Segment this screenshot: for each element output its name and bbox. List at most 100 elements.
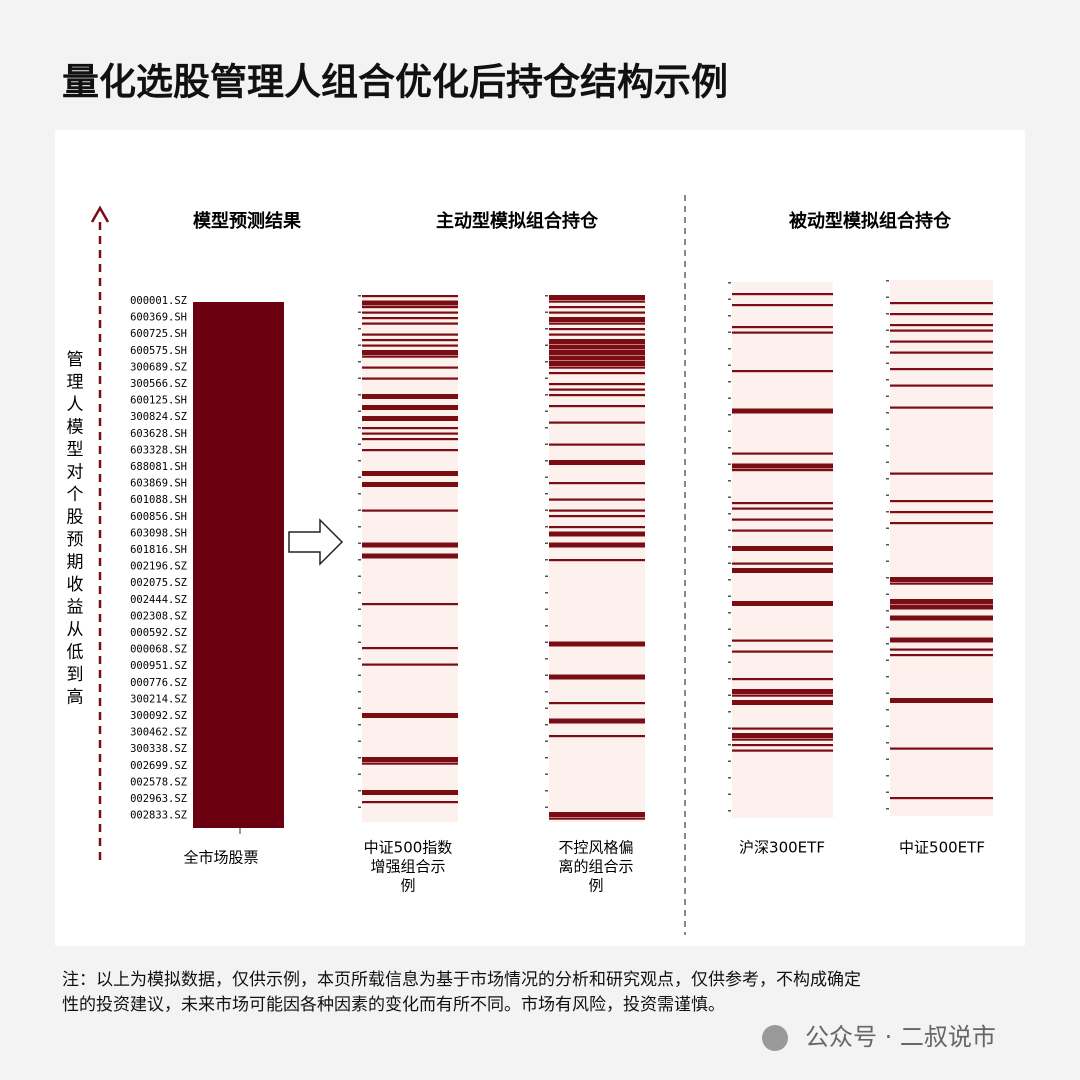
tick (886, 758, 889, 760)
stripe (549, 344, 645, 350)
tick (886, 791, 889, 793)
tick (886, 313, 889, 315)
tick (728, 397, 731, 399)
stripe (362, 762, 458, 765)
stock-label: 603328.SH (130, 444, 187, 456)
stripe (890, 302, 993, 305)
stock-label: 600125.SH (130, 395, 187, 407)
tick (358, 493, 361, 495)
stripe (890, 747, 993, 750)
tick (358, 460, 361, 462)
tick (728, 298, 731, 300)
tick (545, 575, 548, 577)
tick (545, 493, 548, 495)
tick (545, 806, 548, 808)
stock-label: 603628.SH (130, 428, 187, 440)
stripe (549, 306, 645, 309)
tick (728, 628, 731, 630)
tick (545, 361, 548, 363)
tick (728, 727, 731, 729)
stock-label: 600575.SH (130, 345, 187, 357)
stripe (362, 339, 458, 342)
column-label: 例 (588, 877, 603, 895)
tick (358, 542, 361, 544)
stripe (549, 388, 645, 391)
watermark: 公众号 · 二叔说市 (805, 1023, 996, 1051)
tick (545, 658, 548, 660)
stripe (890, 654, 993, 657)
stripe (362, 300, 458, 306)
stripe (890, 472, 993, 475)
tick (545, 757, 548, 759)
tick (358, 427, 361, 429)
stripe (732, 507, 833, 510)
stock-label: 002578.SZ (130, 776, 187, 788)
stripe (890, 511, 993, 514)
stripe (362, 542, 458, 548)
tick (358, 295, 361, 297)
stripe (362, 350, 458, 355)
tick (886, 395, 889, 397)
section-title: 主动型模拟组合持仓 (436, 210, 599, 232)
tick (358, 625, 361, 627)
tick (886, 329, 889, 331)
stripe (732, 639, 833, 642)
tick (728, 381, 731, 383)
stripe (549, 333, 645, 336)
column-label: 不控风格偏 (558, 839, 633, 857)
stripe (549, 718, 645, 724)
stock-label: 002308.SZ (130, 610, 187, 622)
stripe (362, 482, 458, 487)
stock-label: 300092.SZ (130, 710, 187, 722)
tick (358, 674, 361, 676)
stripe (362, 790, 458, 795)
stripe (549, 526, 645, 529)
wechat-icon (762, 1025, 788, 1051)
tick (728, 282, 731, 284)
stock-label: 002075.SZ (130, 577, 187, 589)
stripe (362, 553, 458, 559)
tick (728, 777, 731, 779)
stripe (732, 749, 833, 752)
stripe (549, 366, 645, 369)
tick (545, 608, 548, 610)
stock-label: 300824.SZ (130, 411, 187, 423)
y-axis-label: 管理人模型对个股预期收益从低到高 (67, 350, 84, 708)
stripe (890, 637, 993, 643)
stripe (549, 383, 645, 386)
stripe (732, 326, 833, 329)
stripe (732, 689, 833, 694)
tick (358, 575, 361, 577)
tick (545, 410, 548, 412)
tick (728, 595, 731, 597)
tick (358, 377, 361, 379)
tick (728, 315, 731, 317)
stripe (362, 311, 458, 314)
stripe (362, 801, 458, 804)
tick (358, 344, 361, 346)
stripe (549, 460, 645, 465)
tick (545, 427, 548, 429)
tick (728, 430, 731, 432)
stripe (549, 531, 645, 537)
tick (728, 744, 731, 746)
stripe (890, 582, 993, 585)
tick (886, 412, 889, 414)
stripe (890, 599, 993, 604)
tick (358, 410, 361, 412)
stripe (549, 482, 645, 485)
tick (545, 592, 548, 594)
stripe (362, 295, 458, 298)
stock-label: 000776.SZ (130, 677, 187, 689)
stripe (549, 328, 645, 331)
stripe (549, 817, 645, 820)
tick (545, 707, 548, 709)
tick (886, 593, 889, 595)
tick (886, 346, 889, 348)
stripe (362, 377, 458, 380)
stripe (362, 438, 458, 441)
tick (886, 544, 889, 546)
column-label: 全市场股票 (183, 849, 258, 867)
tick (728, 645, 731, 647)
